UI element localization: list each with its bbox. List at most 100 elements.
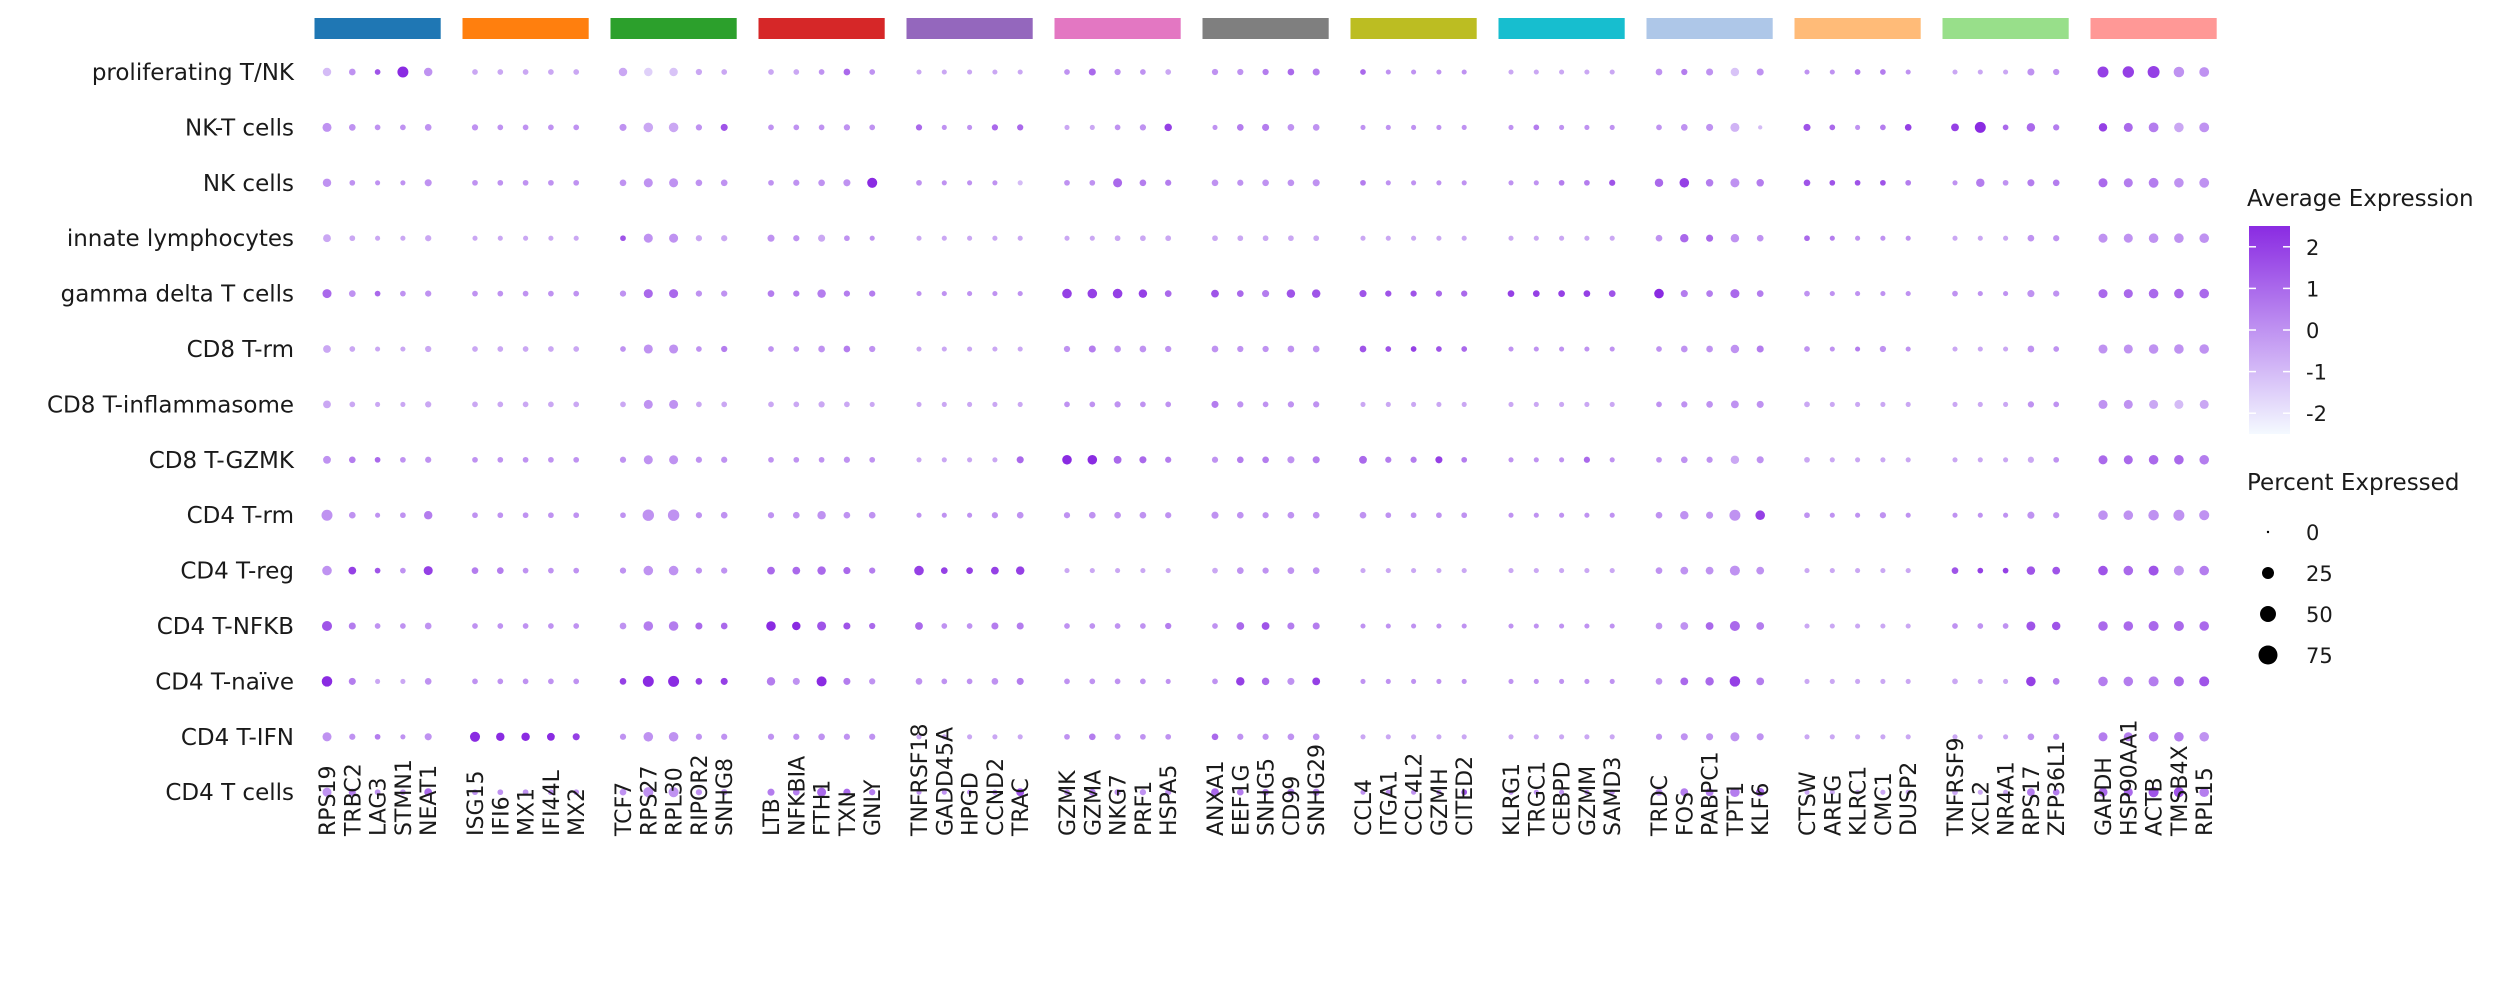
dot-r4-c39 (1436, 235, 1442, 241)
dot-r7-c61 (2098, 399, 2108, 409)
dot-r1-c3 (374, 69, 381, 75)
dot-r3-c17 (793, 179, 800, 186)
dot-r8-c64 (2174, 455, 2184, 465)
dot-r1-c43 (1559, 69, 1565, 75)
dot-r10-c48 (1705, 566, 1714, 575)
dot-r1-c46 (1655, 68, 1663, 76)
dot-r1-c15 (721, 69, 728, 75)
dot-r3-c41 (1508, 180, 1514, 186)
dot-r1-c57 (1977, 69, 1983, 75)
dot-r8-c26 (1062, 455, 1072, 465)
dot-r5-c59 (2027, 290, 2035, 298)
gene-label-HPGD: HPGD (959, 772, 984, 836)
dot-r5-c9 (548, 290, 554, 297)
dot-r6-c40 (1461, 346, 1468, 352)
dot-r4-c26 (1064, 235, 1070, 241)
dot-r2-c11 (619, 123, 627, 131)
dot-r5-c35 (1311, 289, 1321, 298)
dot-r2-c53 (1855, 124, 1861, 130)
dot-r11-c34 (1287, 622, 1295, 630)
dot-r3-c45 (1609, 179, 1616, 186)
gene-label-GAPDH: GAPDH (2092, 757, 2117, 836)
dot-r5-c22 (941, 291, 947, 297)
dot-r3-c24 (992, 180, 998, 186)
dot-r8-c6 (472, 456, 478, 463)
dot-r8-c40 (1461, 456, 1468, 463)
dot-r6-c13 (669, 344, 679, 354)
dot-r4-c13 (669, 233, 679, 243)
dot-r4-c51 (1804, 235, 1810, 242)
dot-r14-c55 (1905, 789, 1911, 795)
dot-r10-c64 (2173, 565, 2184, 576)
dot-r1-c5 (423, 67, 433, 77)
dot-r9-c57 (1977, 512, 1983, 518)
dot-r2-c44 (1584, 124, 1590, 130)
dot-r14-c35 (1312, 788, 1320, 796)
dot-r10-c59 (2026, 566, 2036, 575)
dot-r3-c56 (1952, 180, 1958, 186)
dot-r9-c65 (2199, 510, 2210, 521)
dot-r11-c51 (1804, 623, 1810, 629)
dot-r11-c24 (991, 622, 999, 630)
gene-label-MX2: MX2 (565, 788, 590, 836)
gene-label-RIPOR2: RIPOR2 (688, 754, 713, 836)
dot-r1-c17 (793, 69, 800, 75)
dot-r9-c5 (423, 510, 433, 520)
gene-label-RPS17: RPS17 (2020, 765, 2045, 836)
dot-r1-c53 (1854, 69, 1861, 75)
dot-r8-c27 (1087, 455, 1098, 465)
dot-r13-c26 (1064, 733, 1070, 740)
dot-r1-c47 (1681, 68, 1688, 76)
dot-r1-c41 (1508, 69, 1514, 75)
gene-label-CD99: CD99 (1280, 776, 1305, 836)
dot-r2-c34 (1287, 124, 1295, 131)
dot-r11-c5 (424, 622, 432, 630)
dot-r5-c65 (2199, 288, 2209, 299)
gene-label-TRAC: TRAC (1009, 778, 1034, 837)
dot-r9-c63 (2148, 509, 2159, 521)
dot-r12-c17 (792, 677, 800, 685)
dot-r12-c7 (497, 678, 504, 685)
dot-r6-c23 (967, 346, 973, 352)
gene-label-IFI6: IFI6 (489, 796, 514, 836)
dot-r9-c37 (1385, 512, 1392, 519)
dot-r10-c44 (1584, 568, 1590, 574)
dot-r10-c51 (1804, 568, 1810, 574)
dot-r13-c36 (1360, 734, 1366, 740)
dot-r3-c9 (548, 179, 554, 186)
dot-r14-c43 (1559, 789, 1565, 795)
dot-r2-c64 (2174, 122, 2184, 133)
dot-r13-c12 (643, 732, 654, 742)
dot-r4-c49 (1730, 233, 1740, 243)
dot-r8-c37 (1385, 456, 1392, 463)
dot-r12-c48 (1705, 677, 1714, 686)
dot-r7-c22 (941, 401, 947, 407)
dot-r3-c54 (1880, 179, 1886, 186)
dot-r3-c40 (1461, 180, 1467, 186)
dot-r2-c63 (2148, 122, 2159, 133)
dot-r5-c58 (2003, 291, 2009, 297)
gene-label-MX1: MX1 (515, 788, 540, 836)
size-legend-label-4: 75 (2306, 644, 2333, 668)
dot-r2-c28 (1114, 124, 1121, 131)
dot-r13-c7 (496, 732, 505, 742)
dot-r8-c47 (1680, 456, 1688, 464)
dot-r12-c49 (1729, 676, 1741, 687)
dot-r7-c14 (696, 401, 702, 408)
gene-label-KLRC1: KLRC1 (1847, 766, 1872, 836)
dot-r4-c37 (1385, 235, 1391, 241)
dot-r4-c22 (941, 235, 947, 241)
dot-r6-c7 (497, 346, 504, 352)
dot-r7-c28 (1114, 401, 1121, 408)
dot-r14-c54 (1880, 789, 1886, 795)
dot-r5-c3 (374, 290, 381, 297)
dot-r1-c9 (548, 69, 554, 75)
dot-r8-c5 (425, 456, 432, 463)
dot-r4-c64 (2174, 233, 2184, 243)
dot-r13-c52 (1829, 734, 1835, 740)
dot-r5-c24 (992, 291, 998, 297)
dot-r1-c25 (1017, 69, 1023, 75)
dot-r14-c2 (348, 788, 356, 796)
dot-r8-c21 (916, 457, 922, 463)
dot-r4-c11 (620, 235, 626, 242)
